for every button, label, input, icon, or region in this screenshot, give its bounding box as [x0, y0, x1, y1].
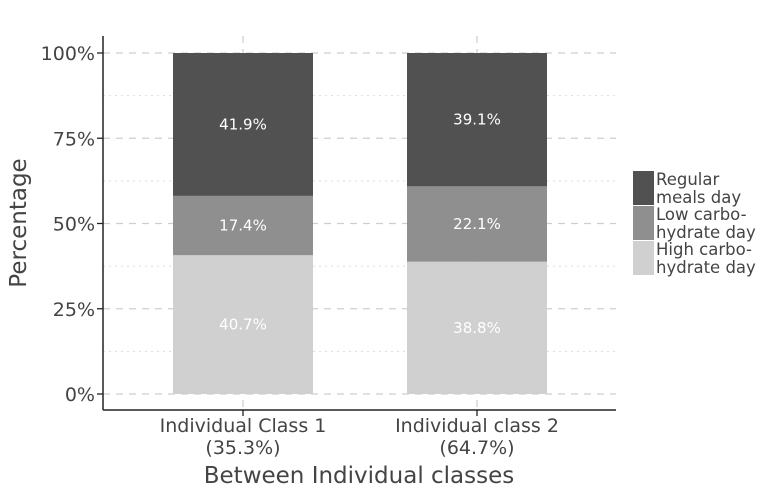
- legend-label: High carbo-hydrate day: [656, 240, 756, 277]
- y-tick-label: 100%: [41, 43, 95, 65]
- bar-segment: [173, 255, 313, 394]
- y-axis-title: Percentage: [6, 158, 32, 287]
- x-tick-label: Individual Class 1 (35.3%): [160, 415, 327, 459]
- bar-segment: [407, 261, 547, 394]
- y-tick-label: 0%: [65, 384, 95, 406]
- y-tick-label: 75%: [53, 128, 95, 150]
- y-tick-label: 50%: [53, 214, 95, 236]
- legend-label: Regular meals day: [656, 170, 741, 207]
- legend-key: [633, 241, 654, 275]
- legend-key: [633, 206, 654, 240]
- bar-segment: [407, 53, 547, 187]
- data-label: 39.1%: [453, 111, 501, 129]
- data-label: 22.1%: [453, 215, 501, 233]
- legend-label: Low carbo-hydrate day: [656, 205, 756, 242]
- y-ticks: 0% 25% 50% 75% 100%: [41, 43, 103, 406]
- data-labels: 40.7% 17.4% 41.9% 38.8% 22.1% 39.1%: [219, 111, 501, 337]
- bars: [173, 53, 547, 394]
- x-tick-label: Individual class 2 (64.7%): [395, 415, 559, 459]
- data-label: 17.4%: [219, 217, 267, 235]
- bar-segment: [173, 53, 313, 196]
- bar-segment: [407, 186, 547, 262]
- bar-segment: [173, 195, 313, 256]
- data-label: 41.9%: [219, 115, 267, 133]
- data-label: 40.7%: [219, 316, 267, 334]
- x-axis-title: Between Individual classes: [204, 463, 515, 489]
- x-ticks: Individual Class 1 (35.3%) Individual clas…: [160, 410, 559, 459]
- data-label: 38.8%: [453, 319, 501, 337]
- y-tick-label: 25%: [53, 299, 95, 321]
- legend-key: [633, 171, 654, 205]
